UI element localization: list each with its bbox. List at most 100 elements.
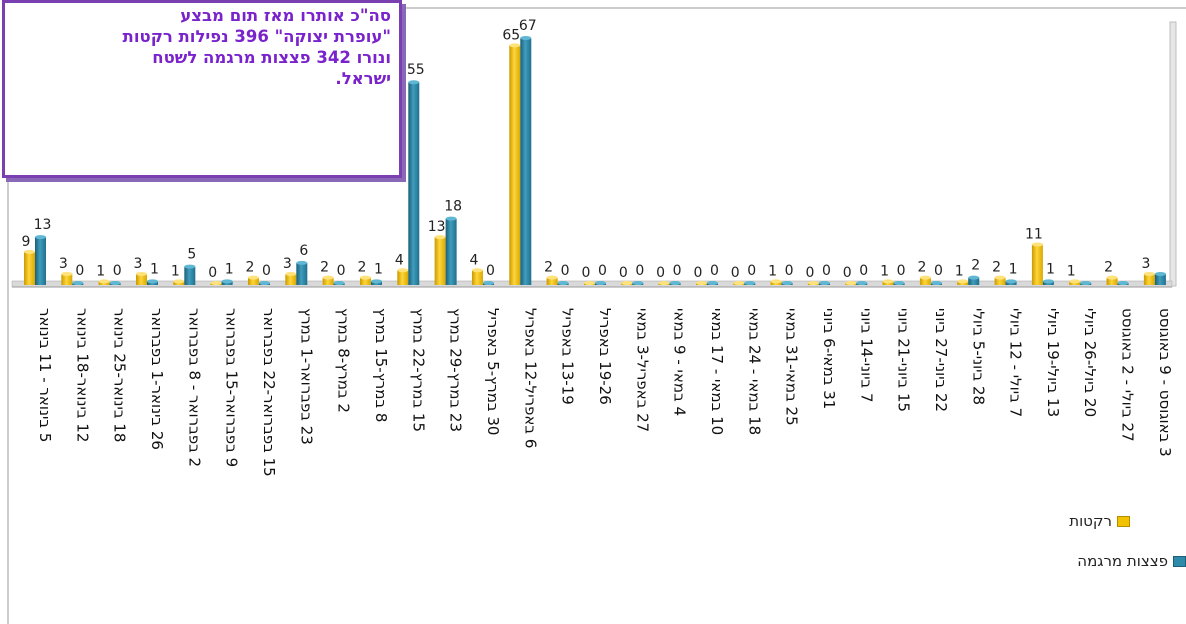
callout-line-3: ונורו 342 פצצות מרגמה לשטח [152, 48, 391, 67]
data-label-mortars: 0 [113, 263, 122, 279]
data-label-rockets: 0 [581, 265, 590, 281]
bar-rockets-top [359, 275, 371, 280]
bar-rockets-top [957, 279, 969, 284]
bar-mortars-top [632, 281, 644, 285]
bar-rockets [359, 277, 371, 285]
bar-mortars [1154, 273, 1166, 285]
data-label-mortars: 5 [187, 247, 196, 263]
data-label-rockets: 2 [1104, 260, 1113, 276]
bar-rockets-top [1106, 275, 1118, 280]
data-label-mortars: 0 [747, 263, 756, 279]
data-label-mortars: 1 [150, 261, 159, 277]
bar-mortars-top [445, 216, 457, 221]
bar-mortars [35, 237, 46, 285]
bar-mortars-top [520, 36, 532, 40]
x-tick-label: 27 באפריל-3 במאי [633, 308, 651, 432]
data-label-rockets: 2 [320, 260, 329, 276]
data-label-rockets: 2 [992, 260, 1001, 276]
bar-rockets [24, 251, 35, 285]
bar-rockets [434, 237, 446, 285]
bar-rockets [247, 277, 259, 285]
bar-mortars-top [968, 275, 980, 280]
x-tick-label: 15 במרץ-22 במרץ [409, 308, 427, 432]
bar-rockets-top [994, 275, 1006, 280]
bar-rockets-top [546, 275, 558, 280]
bar-mortars-top [482, 281, 494, 285]
bar-mortars-top [818, 281, 830, 285]
data-label-rockets: 0 [731, 265, 740, 281]
x-tick-label: 13-19 באפריל [559, 308, 577, 405]
bar-rockets [135, 273, 147, 285]
bar-rockets-top [397, 268, 409, 273]
data-label-mortars: 67 [519, 18, 537, 34]
data-label-mortars: 1 [1046, 261, 1055, 277]
bar-rockets [509, 45, 521, 285]
data-label-rockets: 2 [917, 260, 926, 276]
bar-mortars-top [1154, 271, 1166, 276]
bar-rockets-top [173, 279, 185, 284]
legend-item-rockets: רקטות [1069, 512, 1130, 530]
bar-rockets [285, 273, 297, 285]
x-tick-label: 15 ביוני-21 ביוני [895, 308, 913, 412]
data-label-rockets: 9 [22, 234, 31, 250]
data-label-rockets: 13 [428, 219, 446, 235]
x-tick-label: 7 ביוני-14 ביוני [857, 308, 875, 403]
bar-mortars-top [146, 279, 158, 284]
legend-swatch-mortars [1173, 555, 1186, 567]
data-label-rockets: 1 [96, 263, 105, 279]
bar-mortars-top [781, 281, 793, 285]
bar-mortars-top [1005, 279, 1017, 284]
bar-rockets [919, 277, 931, 285]
bar-mortars [968, 277, 980, 285]
data-label-rockets: 11 [1025, 226, 1043, 242]
x-tick-label: 20 ביולי-26 ביולי [1081, 308, 1099, 417]
right-axis-strip [1169, 21, 1177, 287]
data-label-mortars: 2 [971, 258, 980, 274]
x-tick-label: 18 במאי - 24 במאי [745, 308, 763, 435]
bar-rockets-top [1143, 271, 1155, 276]
data-label-mortars: 1 [374, 261, 383, 277]
bar-mortars-top [408, 80, 420, 85]
bar-rockets-top [509, 43, 521, 48]
bar-mortars-top [370, 279, 382, 284]
bar-mortars-top [669, 281, 681, 285]
x-tick-label: 12 בינואר-18 בינואר [73, 308, 91, 442]
data-label-mortars: 0 [859, 263, 868, 279]
data-label-rockets: 4 [395, 252, 404, 268]
data-label-rockets: 1 [171, 263, 180, 279]
x-tick-label: 3 באוגוסט - 9 באוגוסט [1156, 308, 1174, 457]
x-tick-label: 9 בפברואר-15 בפברואר [223, 308, 241, 467]
bar-mortars-top [109, 281, 121, 285]
x-tick-label: 4 במאי - 9 במאי [671, 308, 689, 416]
data-label-rockets: 0 [656, 265, 665, 281]
data-label-mortars: 0 [262, 263, 271, 279]
data-label-mortars: 0 [897, 263, 906, 279]
bar-rockets [994, 277, 1006, 285]
bar-mortars-top [594, 281, 606, 285]
data-label-mortars: 0 [561, 263, 570, 279]
data-label-rockets: 0 [693, 265, 702, 281]
data-label-rockets: 1 [768, 263, 777, 279]
bar-mortars-top [856, 281, 868, 285]
x-tick-label: 5 בינואר - 11 בינואר [36, 308, 54, 442]
x-tick-label: 25 במאי-31 במאי [783, 308, 801, 426]
bar-rockets-top [24, 249, 35, 254]
bar-rockets-top [770, 279, 782, 284]
data-label-mortars: 1 [1009, 261, 1018, 277]
bar-rockets [61, 273, 73, 285]
data-label-mortars: 0 [673, 263, 682, 279]
bar-rockets-top [733, 281, 745, 285]
bar-mortars-top [258, 281, 270, 285]
bar-rockets-top [1069, 279, 1081, 284]
bar-rockets-top [919, 275, 931, 280]
bar-rockets-top [583, 281, 595, 285]
bar-mortars-top [296, 260, 308, 265]
data-label-rockets: 1 [1067, 263, 1076, 279]
x-tick-label: 7 ביולי - 12 ביולי [1007, 308, 1025, 417]
bar-rockets [546, 277, 558, 285]
bar-mortars-top [930, 281, 942, 285]
bar-mortars-top [221, 279, 233, 284]
bar-rockets-top [135, 271, 147, 276]
x-tick-label: 26 בינואר-1 בפברואר [148, 308, 166, 450]
x-tick-label: 23 בפברואר-1 במרץ [297, 308, 315, 445]
